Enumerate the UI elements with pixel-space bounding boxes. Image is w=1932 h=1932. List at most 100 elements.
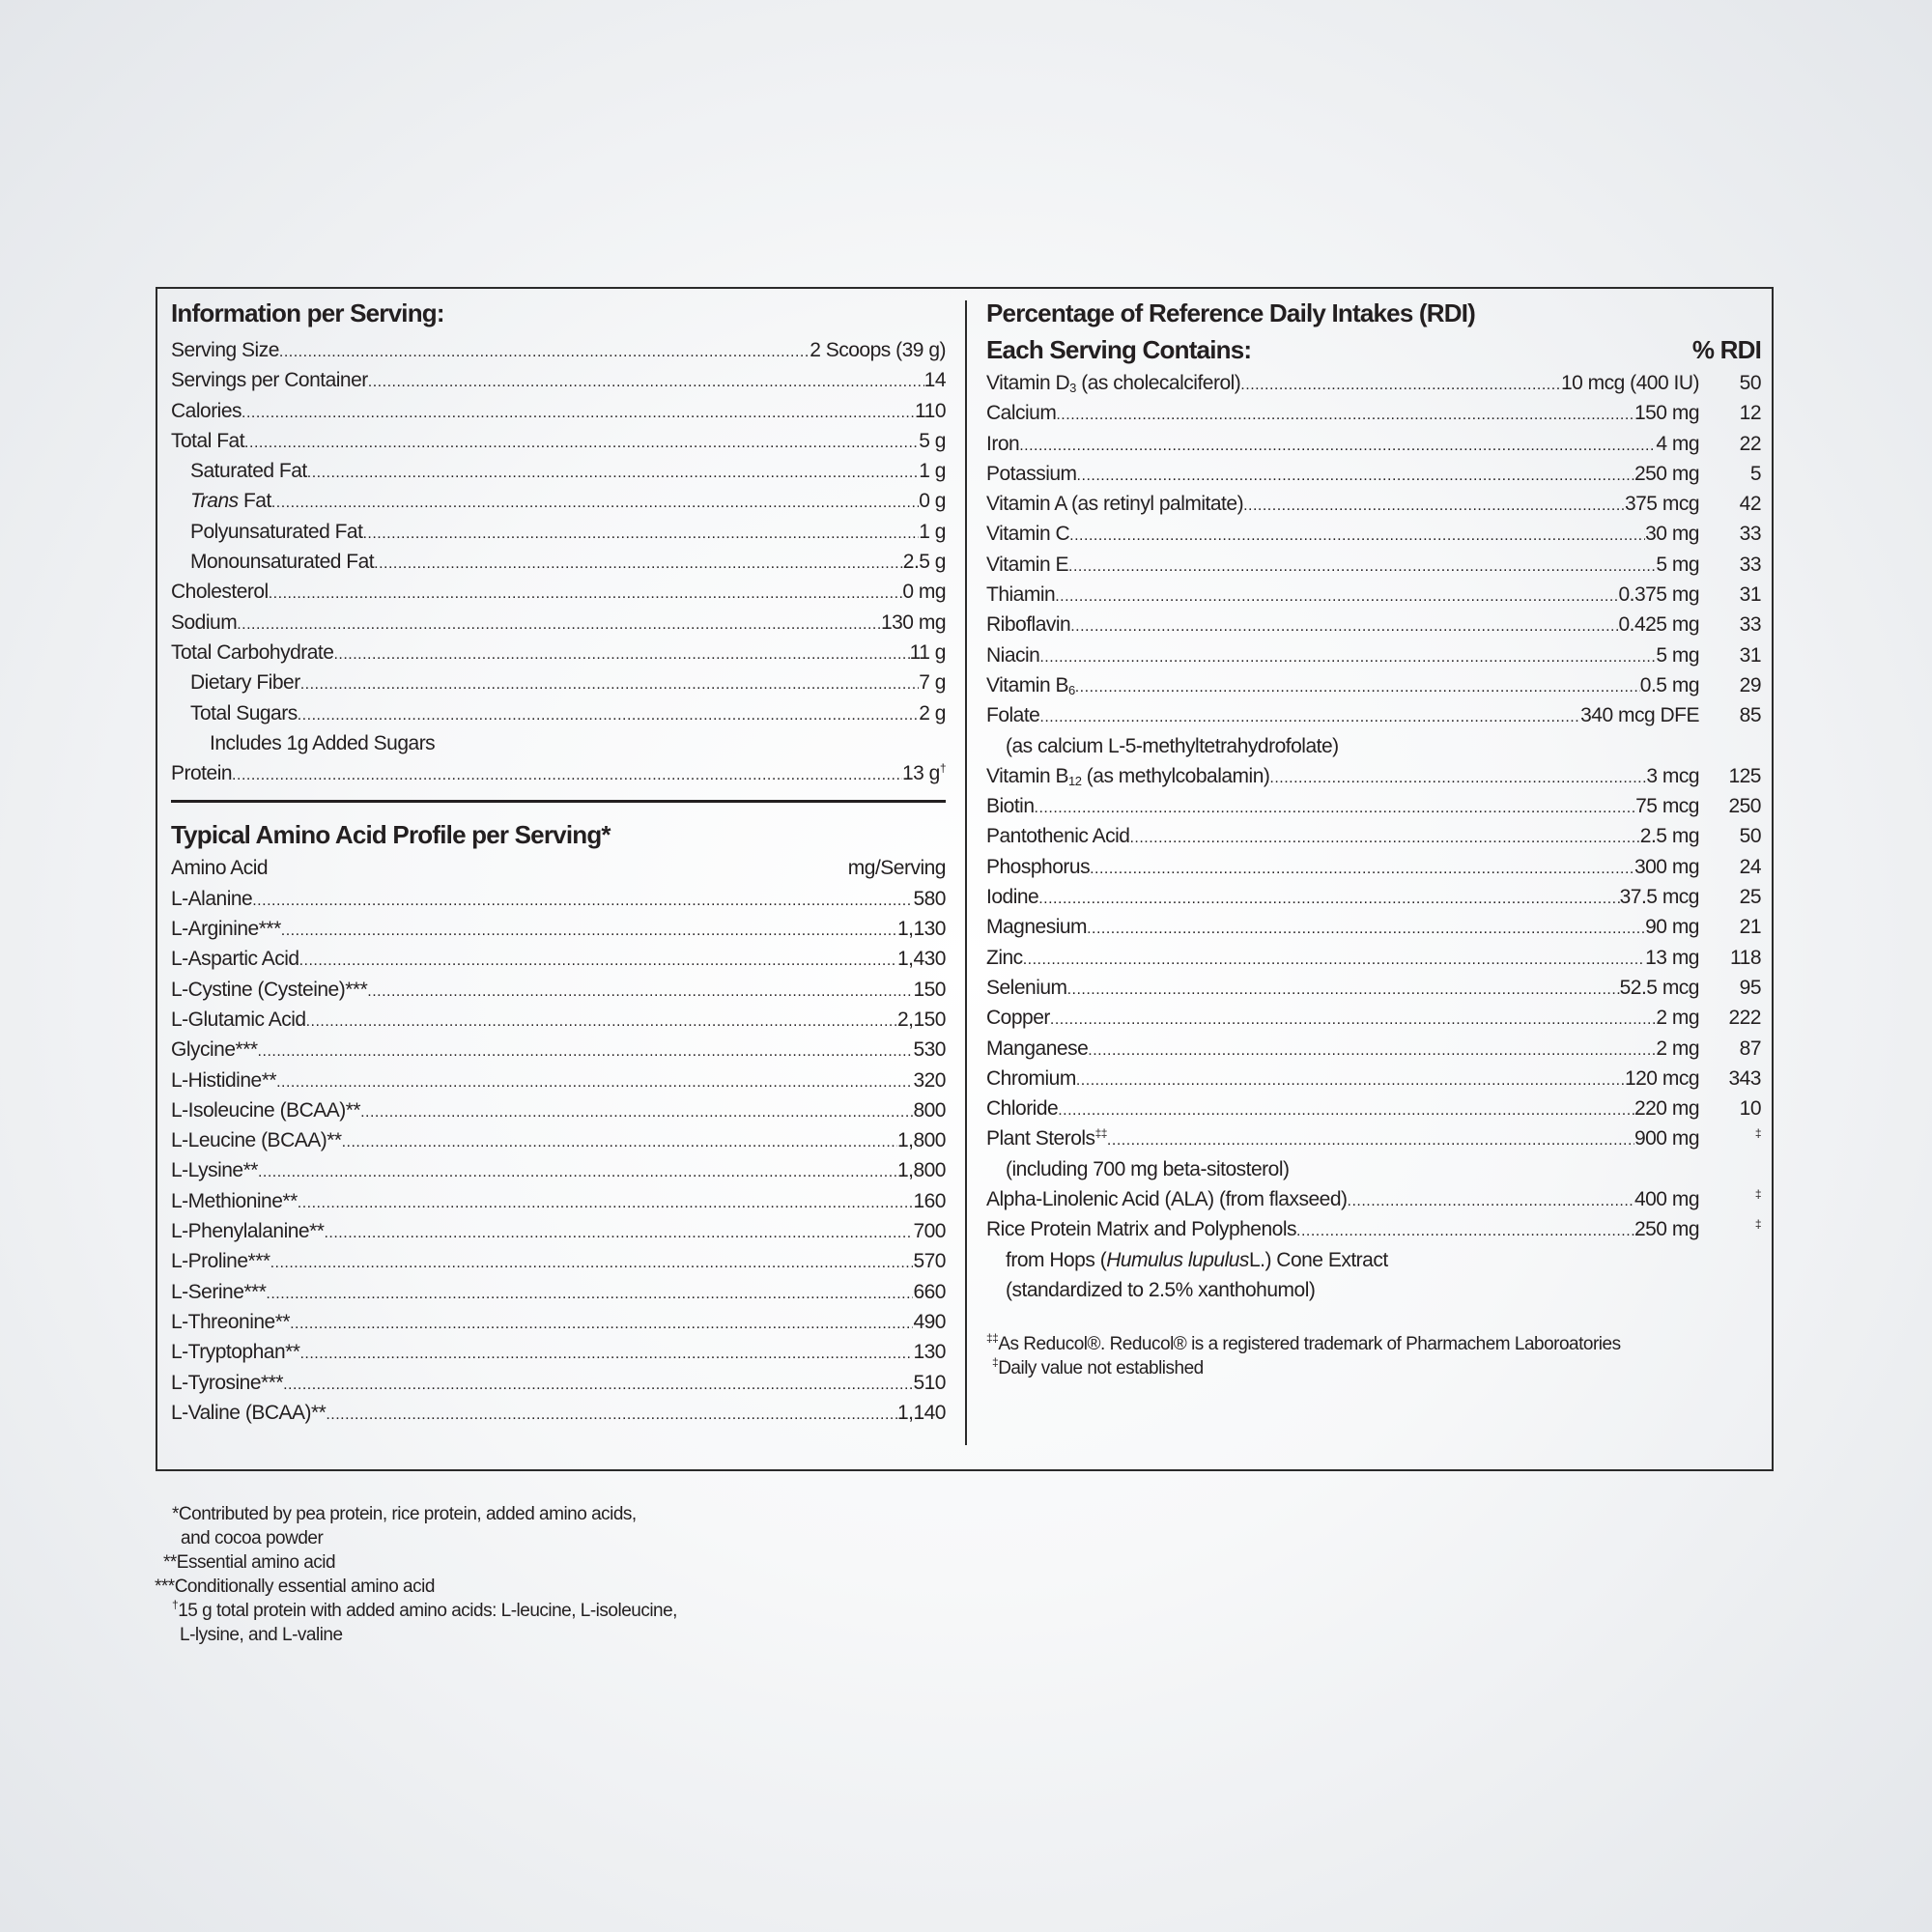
row-continuation: (as calcium L-5-methyltetrahydrofolate) xyxy=(986,731,1761,761)
dot-leader xyxy=(1067,975,1620,1005)
dot-leader xyxy=(299,946,897,976)
note-text: (as calcium L-5-methyltetrahydrofolate) xyxy=(1006,734,1339,757)
rdi-percent: 22 xyxy=(1699,429,1762,459)
nutrient-row: L-Leucine (BCAA)** 1,800 xyxy=(171,1125,947,1157)
nutrient-amount: 530 xyxy=(913,1035,946,1065)
rdi-percent: 24 xyxy=(1699,852,1762,882)
nutrient-name: Total Fat xyxy=(171,426,245,456)
nutrient-name: Servings per Container xyxy=(171,365,368,395)
rdi-percent: 33 xyxy=(1699,550,1762,580)
nutrient-name-text: L-Threonine** xyxy=(171,1310,291,1333)
nutrient-row: Iron 4 mg 22 xyxy=(986,429,1762,459)
nutrient-name: Vitamin D3 (as cholecalciferol) xyxy=(986,368,1241,398)
rdi-superscript: ‡ xyxy=(1754,1217,1762,1232)
rdi-percent: ‡ xyxy=(1699,1214,1762,1244)
nutrient-amount: 14 xyxy=(924,365,947,395)
nutrient-amount: 10 mcg (400 IU) xyxy=(1561,368,1700,398)
dot-leader xyxy=(1077,461,1634,491)
amount-text: 2.5 g xyxy=(902,551,947,574)
nutrient-row: Iodine 37.5 mcg 25 xyxy=(986,882,1762,912)
nutrient-amount: 580 xyxy=(913,884,946,914)
nutrient-row: Vitamin B6 0.5 mg 29 xyxy=(986,670,1762,700)
nutrient-name-text: Saturated Fat xyxy=(190,460,307,483)
rdi-percent: 42 xyxy=(1699,489,1762,519)
nutrient-amount: 150 xyxy=(913,975,946,1005)
nutrient-name: L-Proline*** xyxy=(171,1246,270,1276)
dot-leader xyxy=(374,549,903,579)
nutrient-row: Rice Protein Matrix and Polyphenols 250 m… xyxy=(986,1214,1762,1244)
rdi-subheader: Each Serving Contains: % RDI xyxy=(986,331,1762,368)
nutrient-row: Phosphorus 300 mg 24 xyxy=(986,852,1762,884)
nutrient-amount: 52.5 mcg xyxy=(1619,973,1700,1003)
dot-leader xyxy=(244,428,919,458)
nutrient-row: Zinc 13 mg 118 xyxy=(986,943,1761,973)
dot-leader xyxy=(1269,763,1646,793)
amount-text: 13 g xyxy=(901,762,940,785)
nutrient-amount: 1 g xyxy=(919,517,946,547)
nutrient-row: Magnesium 90 mg 21 xyxy=(986,912,1762,942)
dot-leader xyxy=(1090,854,1634,884)
nutrient-name: L-Threonine** xyxy=(171,1307,291,1337)
amount-text: 1,800 xyxy=(896,1159,947,1182)
amount-text: 530 xyxy=(913,1038,946,1062)
nutrient-row: Saturated Fat 1 g xyxy=(171,456,946,486)
nutrient-row: L-Methionine** 160 xyxy=(171,1186,946,1216)
nutrient-name-text: L-Serine*** xyxy=(171,1280,267,1303)
nutrient-row: Cholesterol 0 mg xyxy=(171,577,946,607)
nutrient-name: Saturated Fat xyxy=(190,456,307,486)
nutrient-name: L-Lysine** xyxy=(171,1155,258,1185)
nutrient-row: Niacin 5 mg 31 xyxy=(986,640,1762,672)
amount-text: 300 mg xyxy=(1634,855,1700,878)
nutrient-row: Thiamin 0.375 mg 31 xyxy=(986,580,1762,610)
amount-text: 5 mg xyxy=(1656,643,1699,667)
nutrient-amount: 2 mg xyxy=(1656,1003,1699,1033)
amount-text: 2.5 mg xyxy=(1639,825,1700,848)
amount-text: 110 xyxy=(915,399,946,422)
amount-text: 130 xyxy=(913,1341,946,1364)
nutrient-name-text: Phosphorus xyxy=(986,855,1091,878)
rdi-percent: 12 xyxy=(1699,398,1762,428)
amount-text: 52.5 mcg xyxy=(1619,976,1700,999)
dot-leader xyxy=(1039,642,1656,672)
dot-leader xyxy=(342,1127,897,1157)
amount-text: 120 mcg xyxy=(1624,1066,1700,1090)
nutrient-name: Vitamin A (as retinyl palmitate) xyxy=(986,489,1244,519)
nutrient-name: Chromium xyxy=(986,1064,1076,1094)
nutrient-name: Iodine xyxy=(986,882,1039,912)
dot-leader xyxy=(298,1188,914,1218)
nutrient-name: Serving Size xyxy=(171,335,279,365)
nutrient-subscript: 12 xyxy=(1068,773,1082,788)
amount-text: 5 mg xyxy=(1656,553,1699,576)
nutrient-row: L-Tryptophan** 130 xyxy=(171,1337,946,1367)
nutrient-name: L-Arginine*** xyxy=(171,914,281,944)
nutrient-row: Chloride 220 mg 10 xyxy=(986,1094,1762,1123)
rdi-percent: 118 xyxy=(1699,943,1761,973)
nutrient-name-suffix: (as methylcobalamin) xyxy=(1081,764,1270,787)
nutrient-name-text: Niacin xyxy=(986,643,1040,667)
nutrient-name-text: Total Fat xyxy=(171,429,245,452)
nutrient-amount: 1,430 xyxy=(897,944,947,974)
nutrient-name: Magnesium xyxy=(986,912,1088,942)
nutrient-amount: 2 Scoops (39 g) xyxy=(810,335,946,365)
nutrient-amount: 5 mg xyxy=(1656,640,1699,670)
dot-leader xyxy=(269,579,903,609)
footnote-mark: † xyxy=(172,1598,179,1611)
dot-leader xyxy=(1056,400,1634,430)
nutrient-name-text: L-Methionine** xyxy=(171,1189,298,1212)
nutrient-amount: 0 mg xyxy=(902,577,946,607)
nutrient-name-text: Polyunsaturated Fat xyxy=(190,520,363,543)
nutrient-amount: 490 xyxy=(913,1307,946,1337)
nutrient-amount: 300 mg xyxy=(1634,852,1700,882)
nutrient-name-text: Magnesium xyxy=(986,916,1088,939)
nutrient-name: L-Tryptophan** xyxy=(171,1337,300,1367)
nutrient-amount: 150 mg xyxy=(1634,398,1700,428)
amount-text: 3 mcg xyxy=(1646,764,1699,787)
nutrient-amount: 120 mcg xyxy=(1624,1064,1700,1094)
nutrient-row: Manganese 2 mg 87 xyxy=(986,1034,1762,1064)
nutrient-name-text: L-Cystine (Cysteine)*** xyxy=(171,978,368,1001)
amount-text: 5 g xyxy=(919,429,946,452)
nutrient-name: Alpha-Linolenic Acid (ALA) (from flaxsee… xyxy=(986,1184,1348,1214)
nutrient-name-text: Servings per Container xyxy=(171,369,368,392)
nutrient-amount: 1,130 xyxy=(897,914,947,944)
nutrient-row: L-Valine (BCAA)** 1,140 xyxy=(171,1398,947,1428)
